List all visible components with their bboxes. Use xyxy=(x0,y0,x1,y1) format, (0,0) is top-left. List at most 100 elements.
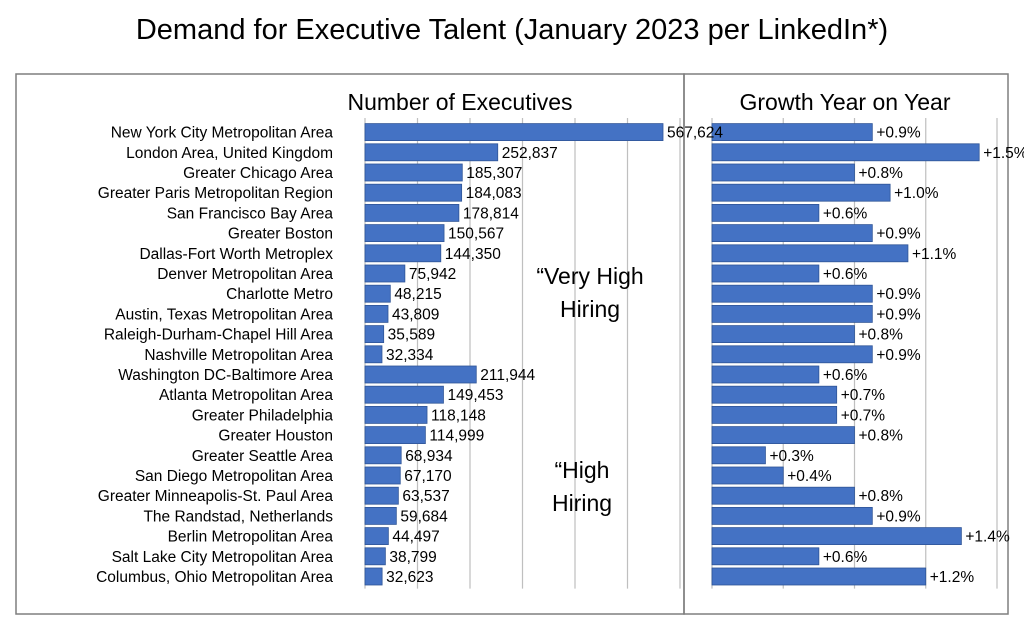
growth-bar xyxy=(711,345,873,364)
executives-bar xyxy=(364,224,445,243)
growth-bar xyxy=(711,567,927,586)
category-labels: New York City Metropolitan Area London Ar… xyxy=(96,125,333,586)
executives-value-label: 68,934 xyxy=(405,448,453,465)
executives-value-label: 48,215 xyxy=(394,286,441,303)
growth-bar xyxy=(711,325,855,344)
growth-value-label: +0.8% xyxy=(859,165,904,182)
very-high-hiring-label-line2: Hiring xyxy=(560,296,620,322)
category-label: Austin, Texas Metropolitan Area xyxy=(115,306,333,323)
executives-bar xyxy=(364,345,383,364)
category-label: Greater Houston xyxy=(218,428,333,445)
growth-bar xyxy=(711,527,962,545)
growth-value-label: +0.9% xyxy=(876,306,921,323)
category-label: London Area, United Kingdom xyxy=(126,145,333,162)
executives-value-label: 43,809 xyxy=(392,306,439,323)
category-label: Nashville Metropolitan Area xyxy=(144,347,333,364)
growth-bar xyxy=(711,183,891,202)
executives-value-label: 144,350 xyxy=(445,246,501,263)
category-label: Greater Chicago Area xyxy=(183,165,333,182)
executives-value-label: 185,307 xyxy=(466,165,522,182)
growth-bar xyxy=(711,385,838,404)
growth-bar xyxy=(711,547,820,566)
category-label: New York City Metropolitan Area xyxy=(111,125,334,142)
growth-value-label: +0.9% xyxy=(876,508,921,525)
executives-bar xyxy=(364,426,426,445)
growth-value-label: +1.5% xyxy=(983,145,1024,162)
growth-bar xyxy=(711,365,820,384)
growth-value-label: +0.9% xyxy=(876,347,921,364)
growth-value-label: +0.6% xyxy=(823,549,868,566)
growth-value-label: +0.8% xyxy=(859,488,904,505)
executives-bar xyxy=(364,547,386,566)
growth-bar xyxy=(711,446,766,465)
category-label: Charlotte Metro xyxy=(226,286,333,303)
category-label: Greater Philadelphia xyxy=(192,407,334,424)
executives-bar xyxy=(364,264,406,283)
executives-bar xyxy=(364,486,399,505)
executives-bar xyxy=(364,365,477,384)
growth-bar xyxy=(711,244,909,263)
category-label: Raleigh-Durham-Chapel Hill Area xyxy=(104,327,334,344)
growth-value-label: +1.0% xyxy=(894,185,939,202)
executives-value-label: 44,497 xyxy=(392,529,439,546)
category-label: Salt Lake City Metropolitan Area xyxy=(112,549,334,566)
executives-value-label: 211,944 xyxy=(480,367,535,384)
category-label: San Francisco Bay Area xyxy=(167,205,334,222)
executives-bar xyxy=(364,163,463,182)
executives-value-label: 149,453 xyxy=(447,387,503,404)
right-panel-frame xyxy=(683,73,1009,615)
executives-bar xyxy=(364,405,428,424)
executives-value-label: 184,083 xyxy=(466,185,522,202)
category-label: Columbus, Ohio Metropolitan Area xyxy=(96,569,333,586)
growth-bar xyxy=(711,466,784,485)
executives-bar xyxy=(364,527,389,545)
category-label: Greater Minneapolis-St. Paul Area xyxy=(98,488,334,505)
executives-value-labels: 567,624 252,837 185,307 184,083 178,814 150,5… xyxy=(386,125,723,586)
growth-value-label: +0.9% xyxy=(876,286,921,303)
high-hiring-label-line2: Hiring xyxy=(552,490,612,516)
growth-bar xyxy=(711,405,838,424)
executives-bar xyxy=(364,466,401,485)
category-label: Greater Boston xyxy=(228,226,333,243)
category-label: San Diego Metropolitan Area xyxy=(135,468,334,485)
executives-bar xyxy=(364,325,385,344)
executives-value-label: 252,837 xyxy=(502,145,558,162)
executives-value-label: 32,334 xyxy=(386,347,434,364)
executives-bar xyxy=(364,284,391,303)
executives-bars xyxy=(364,123,664,586)
growth-bar xyxy=(711,203,820,222)
category-label: Dallas-Fort Worth Metroplex xyxy=(139,246,333,263)
executives-value-label: 38,799 xyxy=(389,549,436,566)
growth-value-label: +0.6% xyxy=(823,367,868,384)
category-label: Washington DC-Baltimore Area xyxy=(118,367,333,384)
executives-bar xyxy=(364,183,463,202)
growth-value-label: +0.7% xyxy=(841,407,886,424)
growth-bar xyxy=(711,506,873,525)
executives-bar xyxy=(364,385,444,404)
category-label: The Randstad, Netherlands xyxy=(143,508,333,525)
growth-bar xyxy=(711,224,873,243)
executives-value-label: 59,684 xyxy=(400,508,448,525)
growth-value-label: +0.7% xyxy=(841,387,886,404)
growth-bar xyxy=(711,284,873,303)
executives-value-label: 118,148 xyxy=(431,407,486,424)
executives-bar xyxy=(364,304,389,323)
growth-bar xyxy=(711,426,855,445)
growth-value-label: +1.4% xyxy=(965,529,1010,546)
executives-value-label: 75,942 xyxy=(409,266,456,283)
category-label: Berlin Metropolitan Area xyxy=(168,529,334,546)
very-high-hiring-label-line1: “Very High xyxy=(536,263,643,289)
category-label: Atlanta Metropolitan Area xyxy=(159,387,333,404)
executives-value-label: 567,624 xyxy=(667,125,723,142)
growth-value-label: +0.9% xyxy=(876,125,921,142)
growth-bars xyxy=(711,123,980,586)
left-panel-frame xyxy=(15,73,685,615)
growth-value-label: +0.6% xyxy=(823,266,868,283)
growth-value-label: +0.8% xyxy=(859,327,904,344)
executives-value-label: 150,567 xyxy=(448,226,504,243)
growth-bar xyxy=(711,486,855,505)
category-label: Denver Metropolitan Area xyxy=(157,266,333,283)
growth-value-label: +0.4% xyxy=(787,468,832,485)
executives-bar xyxy=(364,143,499,162)
